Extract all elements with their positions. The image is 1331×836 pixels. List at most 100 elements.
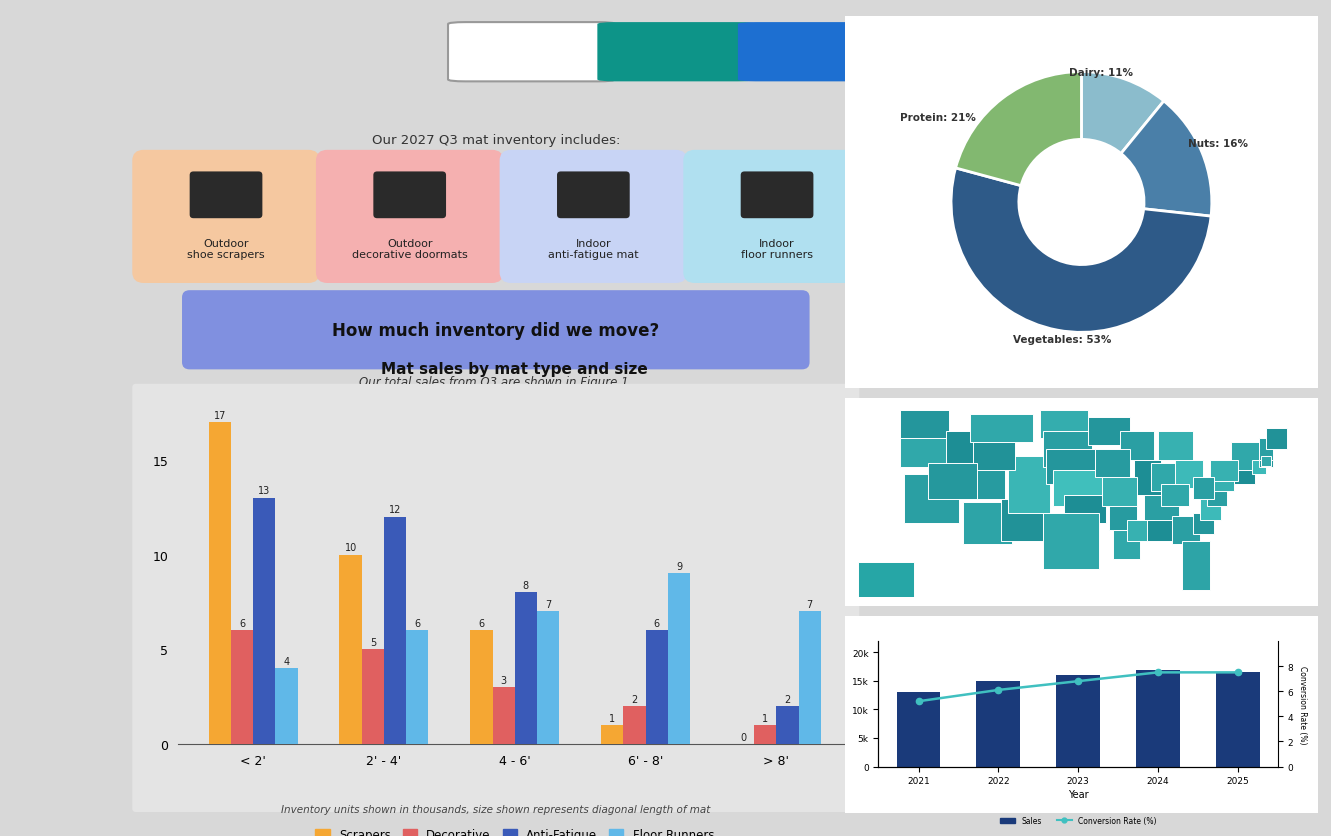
Text: 7: 7 bbox=[807, 599, 813, 609]
Bar bbox=[1046, 450, 1095, 485]
Bar bbox=[1252, 460, 1266, 474]
Text: 8: 8 bbox=[523, 580, 528, 590]
Bar bbox=[1193, 477, 1214, 499]
Bar bbox=[1182, 541, 1210, 591]
FancyBboxPatch shape bbox=[182, 291, 809, 370]
Bar bbox=[1215, 672, 1259, 767]
Bar bbox=[1089, 418, 1130, 446]
Text: 13: 13 bbox=[258, 486, 270, 496]
Bar bbox=[776, 706, 799, 744]
Bar bbox=[928, 464, 977, 499]
Bar bbox=[1102, 477, 1137, 506]
FancyBboxPatch shape bbox=[737, 23, 888, 82]
Bar bbox=[1259, 439, 1272, 460]
Wedge shape bbox=[1081, 73, 1163, 155]
Bar bbox=[1171, 517, 1199, 545]
Text: 10: 10 bbox=[345, 543, 357, 553]
Wedge shape bbox=[952, 169, 1211, 333]
Bar bbox=[1266, 428, 1287, 450]
Title: Mat sales by mat type and size: Mat sales by mat type and size bbox=[382, 361, 648, 376]
X-axis label: Year: Year bbox=[1067, 789, 1089, 799]
Bar bbox=[1143, 496, 1179, 523]
Bar bbox=[623, 706, 646, 744]
Bar bbox=[1095, 450, 1130, 477]
Text: How much inventory did we move?: How much inventory did we move? bbox=[333, 321, 659, 339]
Bar bbox=[1210, 460, 1238, 482]
Text: 6: 6 bbox=[654, 619, 660, 628]
Bar bbox=[668, 573, 689, 744]
Text: 5: 5 bbox=[370, 637, 375, 647]
Wedge shape bbox=[1121, 102, 1211, 217]
Text: 4: 4 bbox=[284, 656, 290, 666]
Bar bbox=[897, 692, 941, 767]
FancyBboxPatch shape bbox=[499, 150, 687, 283]
Bar bbox=[858, 563, 914, 598]
Bar bbox=[602, 725, 623, 744]
Bar bbox=[1044, 432, 1091, 467]
Bar bbox=[900, 410, 949, 439]
Text: Our total sales from Q3 are shown in Figure 1.: Our total sales from Q3 are shown in Fig… bbox=[359, 375, 632, 389]
Bar bbox=[1113, 531, 1141, 559]
Text: Protein: 21%: Protein: 21% bbox=[900, 113, 976, 123]
Bar bbox=[470, 630, 492, 744]
Bar bbox=[1158, 432, 1193, 460]
Bar bbox=[1214, 477, 1234, 492]
Bar bbox=[383, 517, 406, 744]
Text: Vegetables: 53%: Vegetables: 53% bbox=[1013, 334, 1111, 344]
Bar bbox=[339, 555, 362, 744]
Bar bbox=[1134, 460, 1162, 496]
Bar bbox=[1175, 460, 1203, 488]
Bar bbox=[1259, 453, 1272, 467]
Bar bbox=[1008, 456, 1050, 513]
Bar bbox=[1109, 502, 1137, 531]
FancyBboxPatch shape bbox=[132, 150, 319, 283]
Text: 6: 6 bbox=[478, 619, 484, 628]
Bar bbox=[1193, 513, 1214, 534]
Bar bbox=[1207, 485, 1227, 506]
FancyBboxPatch shape bbox=[598, 23, 756, 82]
Bar bbox=[1147, 520, 1175, 541]
Bar bbox=[1162, 485, 1189, 506]
Bar bbox=[1057, 675, 1099, 767]
FancyBboxPatch shape bbox=[132, 385, 860, 812]
Text: Outdoor
decorative doormats: Outdoor decorative doormats bbox=[351, 238, 467, 260]
Text: 6: 6 bbox=[414, 619, 421, 628]
Text: Dairy: 11%: Dairy: 11% bbox=[1069, 68, 1133, 78]
Bar bbox=[253, 498, 276, 744]
FancyBboxPatch shape bbox=[449, 23, 615, 82]
Text: 6: 6 bbox=[240, 619, 245, 628]
Bar bbox=[406, 630, 429, 744]
Text: 3: 3 bbox=[500, 675, 507, 685]
Text: 0: 0 bbox=[740, 732, 747, 742]
Bar bbox=[904, 474, 960, 523]
Bar bbox=[799, 612, 821, 744]
Bar bbox=[973, 442, 1016, 471]
FancyBboxPatch shape bbox=[373, 172, 446, 219]
Text: 1: 1 bbox=[763, 713, 768, 723]
Bar bbox=[945, 432, 988, 467]
Text: 2: 2 bbox=[784, 694, 791, 704]
Bar bbox=[209, 422, 230, 744]
Text: 1: 1 bbox=[610, 713, 615, 723]
Bar bbox=[970, 414, 1033, 442]
Bar bbox=[755, 725, 776, 744]
Text: Indoor
floor runners: Indoor floor runners bbox=[741, 238, 813, 260]
Text: Nuts: 16%: Nuts: 16% bbox=[1189, 139, 1248, 149]
Bar bbox=[1053, 471, 1102, 506]
Bar bbox=[536, 612, 559, 744]
Bar bbox=[1001, 499, 1044, 541]
Text: Inventory units shown in thousands, size shown represents diagonal length of mat: Inventory units shown in thousands, size… bbox=[281, 803, 711, 813]
Bar bbox=[1135, 670, 1179, 767]
Bar bbox=[977, 681, 1021, 767]
FancyBboxPatch shape bbox=[556, 172, 630, 219]
Bar bbox=[492, 687, 515, 744]
Wedge shape bbox=[956, 73, 1082, 186]
Bar bbox=[1260, 456, 1271, 466]
Legend: Sales, Conversion Rate (%): Sales, Conversion Rate (%) bbox=[997, 813, 1159, 828]
Text: Outdoor
shoe scrapers: Outdoor shoe scrapers bbox=[188, 238, 265, 260]
FancyBboxPatch shape bbox=[315, 150, 503, 283]
FancyBboxPatch shape bbox=[190, 172, 262, 219]
Bar bbox=[1063, 496, 1106, 523]
Bar bbox=[1119, 432, 1154, 460]
Bar bbox=[900, 439, 949, 467]
